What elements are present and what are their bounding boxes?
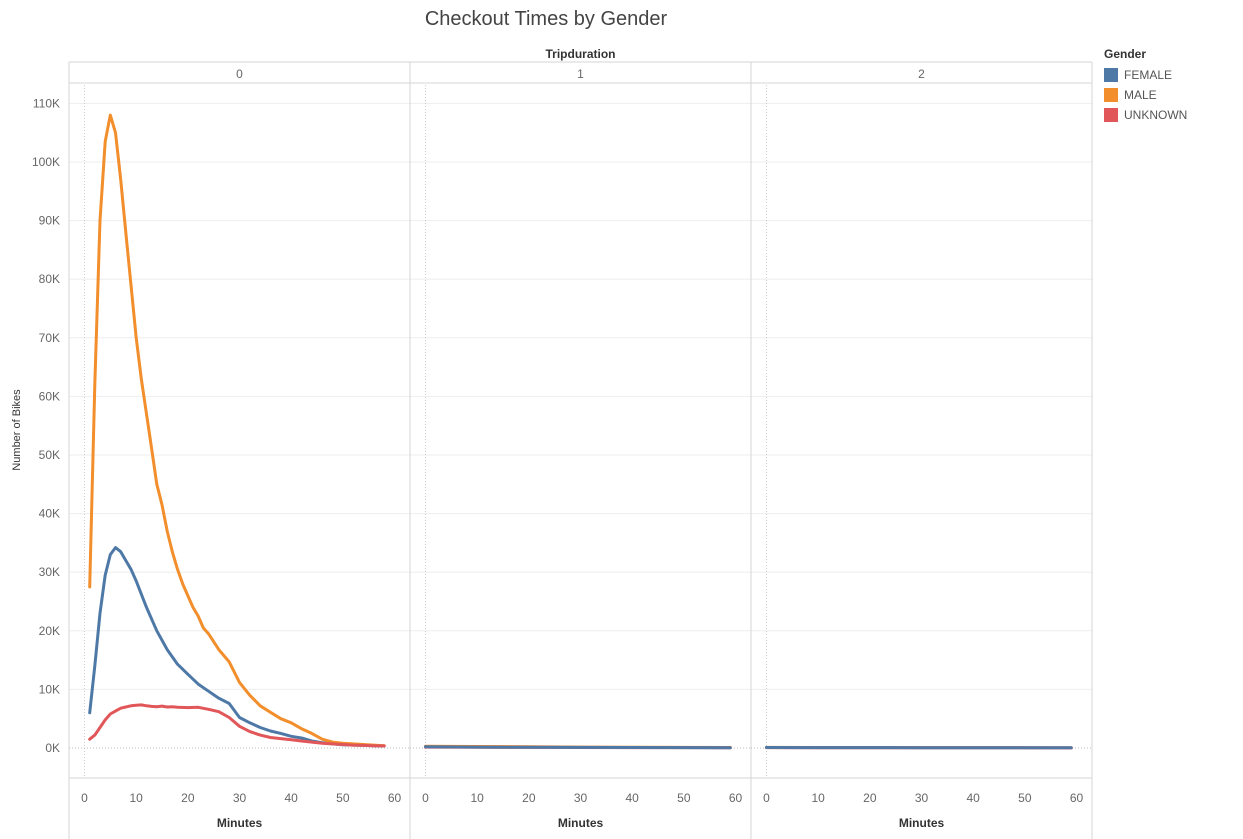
legend-label: UNKNOWN <box>1124 108 1188 122</box>
x-tick-label: 40 <box>966 791 980 805</box>
x-tick-label: 10 <box>129 791 143 805</box>
x-tick-label: 60 <box>729 791 743 805</box>
series-line-female-panel-1 <box>424 745 732 750</box>
series-line-male-panel-0 <box>88 113 386 748</box>
legend: Gender FEMALE MALE UNKNOWN <box>1104 47 1187 125</box>
x-tick-label: 0 <box>81 791 88 805</box>
y-tick-label: 80K <box>39 272 60 286</box>
legend-swatch <box>1104 68 1118 82</box>
y-tick-label: 90K <box>39 214 60 228</box>
legend-item-unknown[interactable]: UNKNOWN <box>1104 105 1187 125</box>
y-tick-label: 0K <box>45 741 60 755</box>
x-tick-label: 50 <box>1018 791 1032 805</box>
x-tick-label: 50 <box>336 791 350 805</box>
x-axis-label: Minutes <box>558 816 604 830</box>
x-tick-label: 30 <box>574 791 588 805</box>
x-tick-label: 60 <box>1070 791 1084 805</box>
x-tick-label: 50 <box>677 791 691 805</box>
panel-header-0: 0 <box>236 67 243 81</box>
x-tick-label: 20 <box>863 791 877 805</box>
series-line-female-panel-0 <box>88 546 386 748</box>
legend-swatch <box>1104 88 1118 102</box>
y-tick-label: 50K <box>39 448 60 462</box>
legend-items: FEMALE MALE UNKNOWN <box>1104 65 1187 125</box>
x-tick-label: 60 <box>388 791 402 805</box>
x-tick-label: 40 <box>625 791 639 805</box>
x-tick-label: 20 <box>181 791 195 805</box>
y-axis-label: Number of Bikes <box>11 389 23 471</box>
x-tick-label: 0 <box>422 791 429 805</box>
y-tick-label: 10K <box>39 682 60 696</box>
legend-title: Gender <box>1104 47 1147 61</box>
column-header: Tripduration <box>546 47 616 61</box>
legend-label: MALE <box>1124 88 1157 102</box>
x-axis-label: Minutes <box>899 816 945 830</box>
x-tick-label: 10 <box>470 791 484 805</box>
panel-header-2: 2 <box>918 67 925 81</box>
x-tick-label: 30 <box>915 791 929 805</box>
x-tick-label: 20 <box>522 791 536 805</box>
y-tick-label: 40K <box>39 507 60 521</box>
legend-swatch <box>1104 108 1118 122</box>
x-tick-label: 30 <box>233 791 247 805</box>
y-tick-label: 20K <box>39 624 60 638</box>
y-tick-label: 100K <box>32 155 60 169</box>
x-axis-label: Minutes <box>217 816 263 830</box>
x-tick-label: 40 <box>284 791 298 805</box>
y-tick-label: 110K <box>33 96 60 110</box>
x-tick-label: 10 <box>811 791 825 805</box>
y-tick-label: 60K <box>39 389 60 403</box>
panel-header-1: 1 <box>577 67 584 81</box>
legend-label: FEMALE <box>1124 68 1173 82</box>
y-tick-label: 30K <box>39 565 60 579</box>
y-tick-label: 70K <box>39 331 60 345</box>
series-line-unknown-panel-0 <box>88 703 386 748</box>
legend-item-male[interactable]: MALE <box>1104 85 1187 105</box>
legend-item-female[interactable]: FEMALE <box>1104 65 1187 85</box>
chart-title: Checkout Times by Gender <box>424 8 668 30</box>
x-tick-label: 0 <box>763 791 770 805</box>
